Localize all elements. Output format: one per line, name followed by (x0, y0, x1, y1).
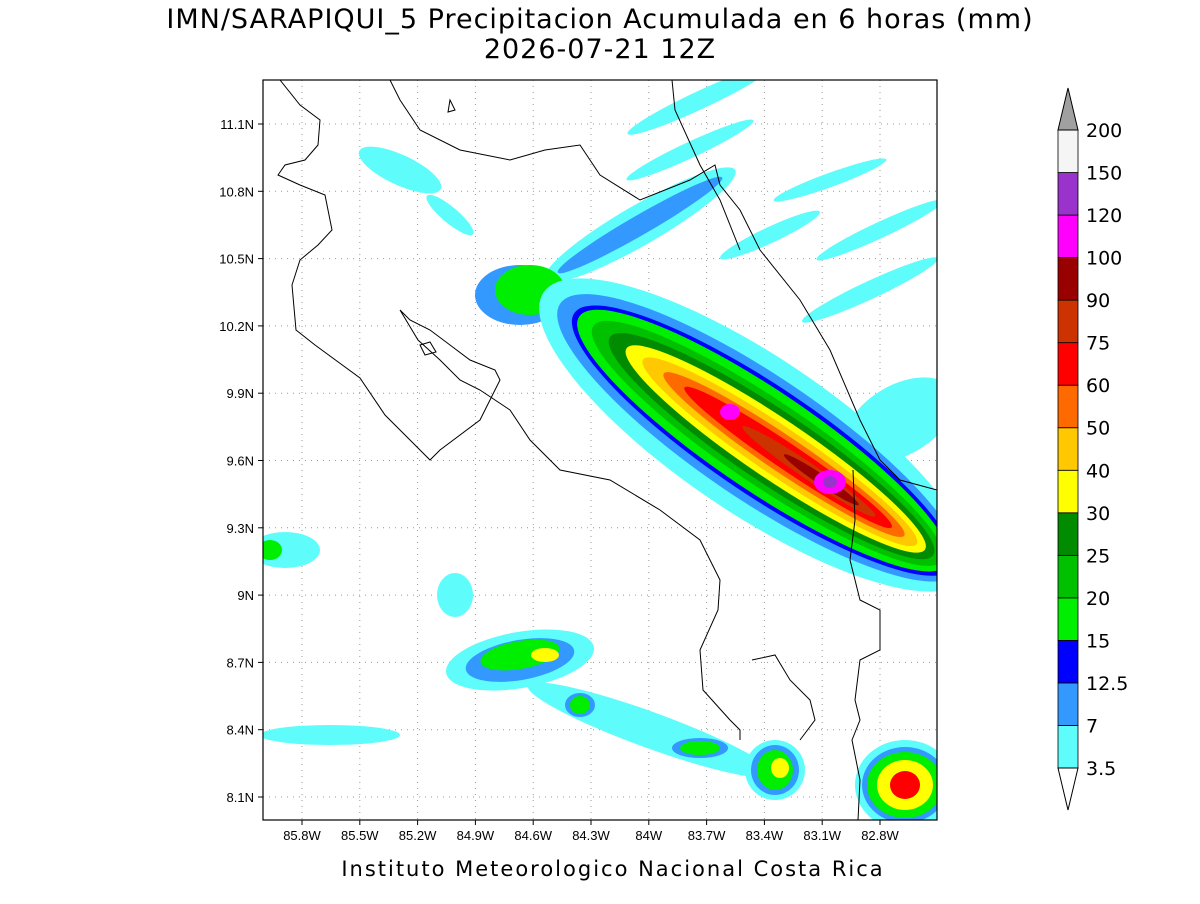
colorbar-box (1057, 554, 1079, 599)
colorbar-label: 60 (1086, 375, 1110, 397)
colorbar-label: 30 (1086, 503, 1110, 525)
lon-label: 84.6W (514, 828, 552, 843)
lat-label: 8.7N (227, 655, 254, 670)
colorbar-under (1057, 767, 1079, 811)
colorbar-box (1057, 384, 1079, 429)
lat-label: 9.9N (227, 386, 254, 401)
lon-label: 82.8W (861, 828, 899, 843)
colorbar-box (1057, 682, 1079, 726)
colorbar-box (1057, 469, 1079, 514)
lon-label: 85.5W (341, 828, 379, 843)
precip-field (263, 80, 937, 820)
colorbar-label: 200 (1086, 120, 1122, 142)
colorbar-label: 50 (1086, 418, 1110, 440)
title: IMN/SARAPIQUI_5 Precipitacion Acumulada … (166, 4, 1033, 35)
colorbar-box (1057, 597, 1079, 641)
lon-label: 83.4W (746, 828, 784, 843)
lat-label: 8.1N (227, 790, 254, 805)
colorbar-box (1057, 172, 1079, 216)
colorbar-label: 25 (1086, 545, 1110, 567)
colorbar-box (1057, 257, 1079, 301)
colorbar-label: 150 (1086, 163, 1122, 185)
colorbar-over (1057, 87, 1079, 131)
colorbar: 3.5 7 12.5 15 20 25 30 40 50 60 75 90 100 120 150 200 (1057, 87, 1128, 811)
colorbar-label: 20 (1086, 588, 1110, 610)
colorbar-box (1057, 640, 1079, 684)
footer: Instituto Meteorologico Nacional Costa R… (341, 857, 884, 881)
colorbar-box (1057, 129, 1079, 173)
lat-label: 10.5N (219, 252, 254, 267)
lon-label: 83.1W (803, 828, 841, 843)
colorbar-box (1057, 427, 1079, 471)
colorbar-box (1057, 299, 1079, 344)
colorbar-label: 12.5 (1086, 673, 1128, 695)
lat-label: 10.2N (219, 319, 254, 334)
lat-label: 10.8N (219, 184, 254, 199)
colorbar-box (1057, 725, 1079, 769)
lon-label: 84.9W (457, 828, 495, 843)
subtitle: 2026-07-21 12Z (484, 34, 716, 65)
colorbar-box (1057, 342, 1079, 386)
lon-label: 83.7W (688, 828, 726, 843)
colorbar-label: 15 (1086, 630, 1110, 652)
lat-label: 9N (237, 588, 254, 603)
colorbar-label: 3.5 (1086, 758, 1116, 780)
colorbar-label: 120 (1086, 205, 1122, 227)
colorbar-label: 40 (1086, 460, 1110, 482)
colorbar-label: 100 (1086, 248, 1122, 270)
lon-label: 85.2W (399, 828, 437, 843)
lon-label: 85.8W (283, 828, 321, 843)
colorbar-label: 75 (1086, 333, 1110, 355)
colorbar-label: 7 (1086, 715, 1098, 737)
lat-label: 11.1N (220, 117, 254, 132)
lat-label: 9.3N (227, 521, 254, 536)
colorbar-label: 90 (1086, 290, 1110, 312)
lon-label: 84W (635, 828, 662, 843)
colorbar-box (1057, 512, 1079, 556)
lon-label: 84.3W (572, 828, 610, 843)
colorbar-box (1057, 214, 1079, 258)
lat-label: 9.6N (227, 454, 254, 469)
lat-label: 8.4N (227, 723, 254, 738)
map-frame (262, 79, 938, 821)
